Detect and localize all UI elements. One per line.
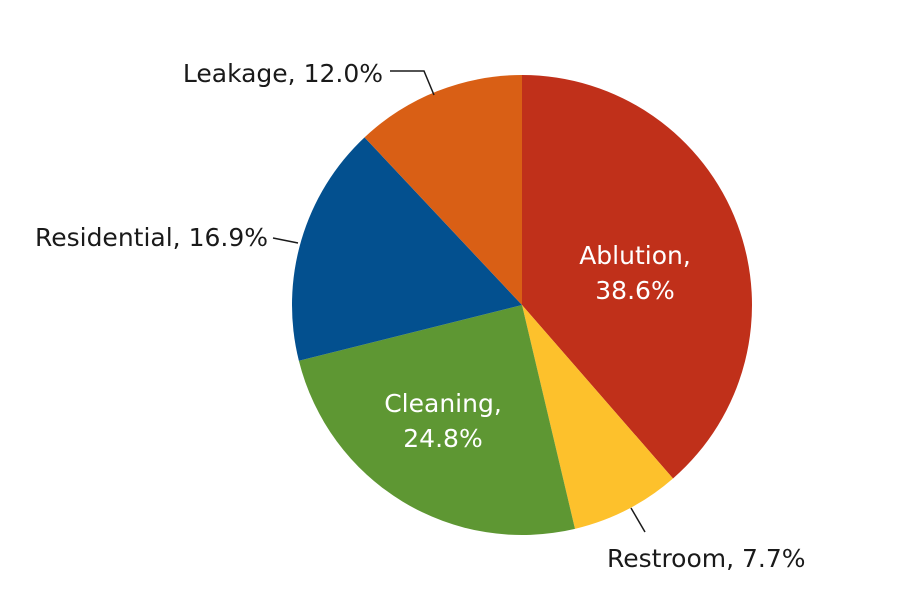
- slice-label-ablution: Ablution,: [579, 241, 691, 270]
- slice-label-leakage: Leakage, 12.0%: [183, 59, 383, 88]
- slice-label-restroom: Restroom, 7.7%: [607, 544, 806, 573]
- slice-label-residential: Residential, 16.9%: [35, 223, 268, 252]
- leader-line-leakage: [390, 70, 435, 96]
- pie-slice-leakage: [364, 75, 522, 305]
- slice-label-cleaning: Cleaning,: [384, 389, 502, 418]
- pie-slice-cleaning: [298, 305, 575, 535]
- pie-slice-restroom: [522, 305, 674, 529]
- leader-line-residential: [272, 237, 299, 244]
- pie-slice-residential: [292, 137, 522, 361]
- leader-line-restroom: [630, 507, 646, 533]
- pie-slice-ablution: [522, 75, 752, 479]
- slice-label-cleaning: 24.8%: [403, 424, 482, 453]
- slice-label-ablution: 38.6%: [595, 276, 674, 305]
